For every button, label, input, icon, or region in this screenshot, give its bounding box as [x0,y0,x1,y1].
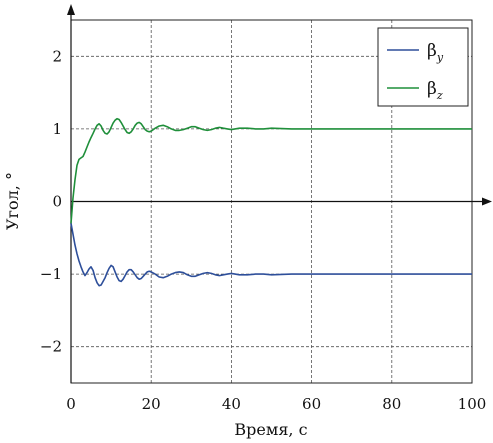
x-tick-label: 60 [302,395,321,413]
x-tick-label: 80 [382,395,401,413]
series-line-beta-y [70,223,472,287]
legend-label-beta-y: βy [427,41,444,64]
x-tick-label: 0 [66,395,76,413]
y-axis-label: Угол, ° [3,172,22,230]
x-tick-label: 100 [458,395,487,413]
y-tick-label: 1 [52,120,62,138]
x-axis-label: Время, с [234,420,307,439]
y-tick-label: 2 [52,47,62,65]
legend-label-beta-z: βz [427,79,443,102]
y-axis-arrow-icon [67,4,75,15]
y-tick-label: −1 [40,265,62,283]
x-tick-label: 20 [142,395,161,413]
series-group [70,117,472,287]
x-axis-arrow-icon [482,197,492,206]
legend: βy βz [377,27,469,107]
legend-box [377,27,469,107]
x-tick-label: 40 [222,395,241,413]
axes [67,4,492,383]
series-line-beta-z [70,117,472,224]
y-tick-label: 0 [52,193,62,211]
y-tick-label: −2 [40,338,62,356]
